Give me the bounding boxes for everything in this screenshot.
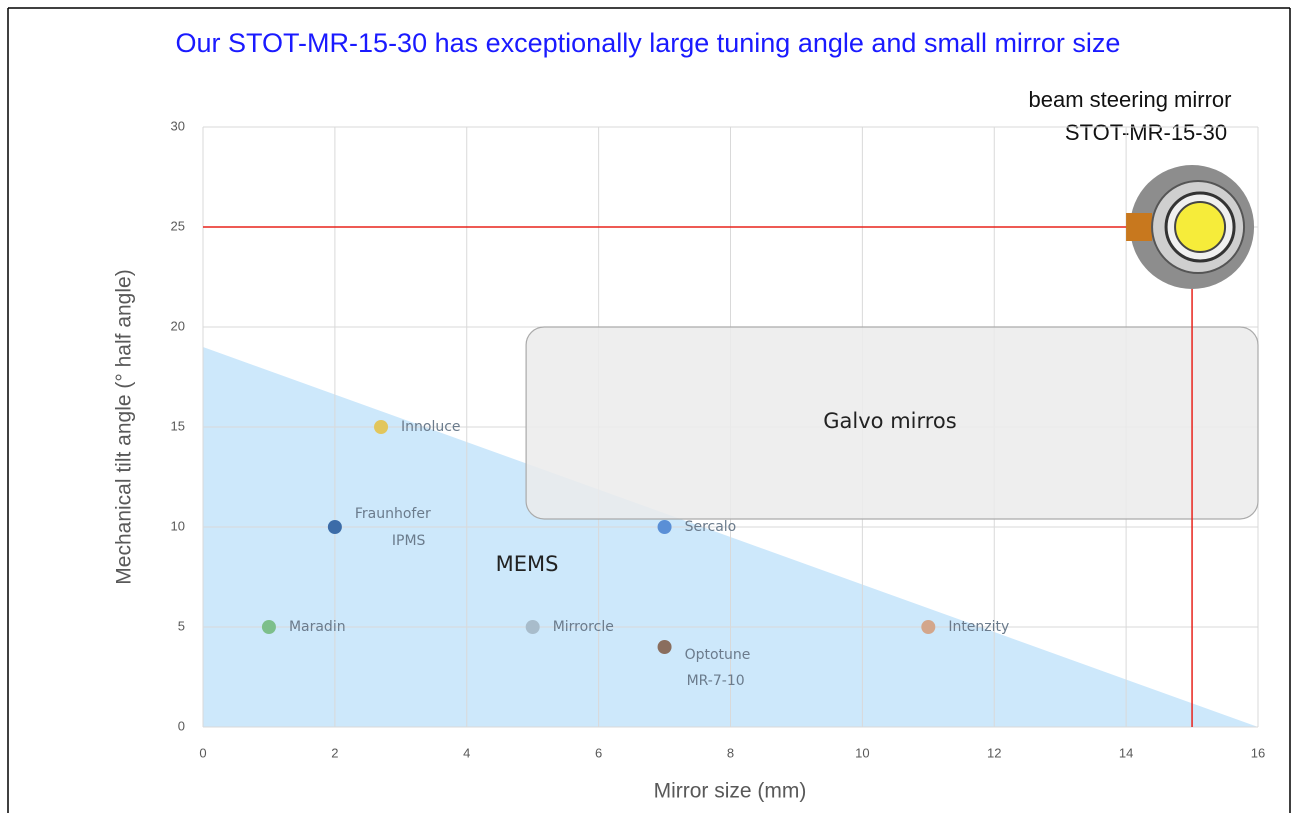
galvo-region bbox=[525, 326, 1259, 520]
y-tick-label: 5 bbox=[178, 618, 185, 633]
y-tick-label: 30 bbox=[171, 118, 185, 133]
x-tick-label: 12 bbox=[987, 745, 1001, 760]
point-label: MR-7-10 bbox=[687, 673, 745, 689]
product-label: beam steering mirror bbox=[1029, 87, 1232, 112]
x-tick-label: 8 bbox=[727, 745, 734, 760]
y-tick-label: 25 bbox=[171, 218, 185, 233]
point-label: Optotune bbox=[685, 647, 751, 663]
point-label: Maradin bbox=[289, 619, 346, 635]
chart-title: Our STOT-MR-15-30 has exceptionally larg… bbox=[176, 28, 1121, 58]
y-tick-label: 20 bbox=[171, 318, 185, 333]
x-axis-title: Mirror size (mm) bbox=[654, 780, 807, 803]
data-point bbox=[525, 620, 540, 634]
mirror-image bbox=[1174, 201, 1227, 253]
x-tick-label: 6 bbox=[595, 745, 602, 760]
mems-label: MEMS bbox=[496, 552, 559, 576]
point-label: Fraunhofer bbox=[355, 506, 431, 522]
data-point bbox=[327, 520, 342, 534]
x-tick-label: 4 bbox=[463, 745, 470, 760]
product-label: STOT-MR-15-30 bbox=[1065, 120, 1227, 145]
y-axis-title: Mechanical tilt angle (° half angle) bbox=[113, 269, 136, 584]
data-point bbox=[261, 620, 276, 634]
point-label: Mirrorcle bbox=[553, 619, 614, 635]
x-tick-label: 2 bbox=[331, 745, 338, 760]
point-label: Sercalo bbox=[685, 519, 737, 535]
x-tick-label: 10 bbox=[855, 745, 869, 760]
data-point bbox=[921, 620, 936, 634]
data-point bbox=[657, 640, 672, 654]
x-tick-label: 14 bbox=[1119, 745, 1133, 760]
y-tick-label: 15 bbox=[171, 418, 185, 433]
point-label: IPMS bbox=[392, 533, 426, 549]
point-label: Innoluce bbox=[401, 419, 461, 435]
galvo-label: Galvo mirros bbox=[823, 409, 956, 433]
y-tick-label: 0 bbox=[178, 718, 185, 733]
x-tick-label: 0 bbox=[199, 745, 206, 760]
point-label: Intenzity bbox=[948, 619, 1009, 635]
data-point bbox=[657, 520, 672, 534]
data-point bbox=[374, 420, 389, 434]
mirror-image bbox=[1126, 213, 1153, 241]
y-tick-label: 10 bbox=[171, 518, 185, 533]
x-tick-label: 16 bbox=[1251, 745, 1265, 760]
